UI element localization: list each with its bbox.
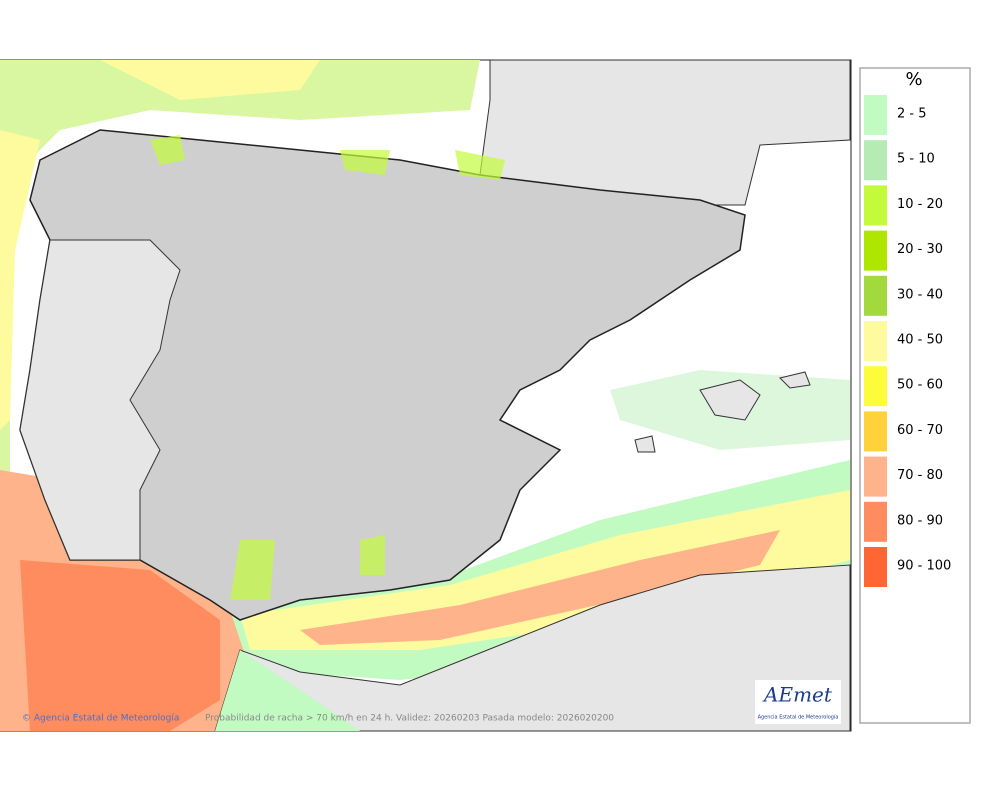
legend: % 2 - 5 5 - 10 10 - 20 20 - 30 30 - 40 40 - 5…	[859, 67, 971, 724]
logo: AEmet	[762, 683, 833, 707]
caption: Probabilidad de racha > 70 km/h en 24 h.…	[205, 714, 614, 724]
legend-label: 50 - 60	[897, 378, 943, 393]
legend-swatch	[864, 321, 887, 361]
legend-swatch	[864, 230, 887, 271]
sea-band	[240, 490, 850, 650]
legend-label: 40 - 50	[897, 333, 943, 348]
credit: © Agencia Estatal de Meteorología	[22, 714, 179, 724]
portugal	[19, 239, 181, 561]
legend-swatch	[864, 185, 887, 226]
legend-label: 2 - 5	[897, 107, 927, 122]
legend-label: 70 - 80	[897, 468, 943, 483]
legend-swatch	[864, 547, 887, 587]
legend-label: 60 - 70	[897, 423, 943, 438]
sea-band	[0, 60, 480, 480]
africa	[214, 564, 851, 732]
logo-subtitle: Agencia Estatal de Meteorología	[758, 714, 839, 721]
sea-band	[300, 530, 780, 645]
legend-label: 90 - 100	[897, 559, 951, 574]
legend-label: 30 - 40	[897, 287, 943, 302]
legend-swatch	[864, 366, 887, 407]
legend-label: 80 - 90	[897, 513, 943, 528]
legend-label: 20 - 30	[897, 242, 943, 257]
legend-unit: %	[905, 69, 922, 90]
map: © Agencia Estatal de Meteorología Probab…	[0, 59, 852, 732]
legend-swatch	[864, 275, 887, 316]
legend-label: 10 - 20	[897, 197, 943, 212]
island	[634, 371, 811, 453]
land-band	[215, 650, 360, 731]
sea-band	[0, 130, 40, 430]
legend-swatch	[864, 95, 887, 135]
sea-band	[20, 560, 220, 731]
legend-swatch	[864, 456, 887, 497]
legend-swatch	[864, 411, 887, 452]
legend-swatch	[864, 140, 887, 181]
sea-band	[100, 60, 320, 100]
legend-swatch	[864, 501, 887, 542]
logo-box	[755, 680, 841, 724]
legend-label: 5 - 10	[897, 152, 935, 167]
